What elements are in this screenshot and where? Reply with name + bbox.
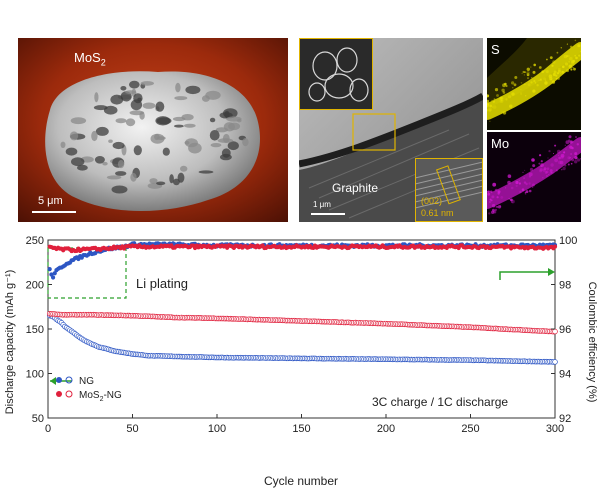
y-right-tick-label: 98 — [559, 280, 571, 292]
legend-mos2-label: MoS2-NG — [79, 390, 122, 403]
condition-label: 3C charge / 1C discharge — [372, 395, 508, 409]
sem-image-panel: MoS2 5 μm — [18, 38, 288, 222]
eds-mo-label: Mo — [491, 136, 510, 151]
data-point — [552, 328, 558, 335]
y-left-axis-title: Discharge capacity (mAh g⁻¹) — [4, 270, 16, 415]
lattice-fringes — [414, 161, 483, 209]
series-mos2-ng-right — [47, 243, 558, 254]
y-left-tick-label: 50 — [32, 413, 44, 425]
eds-s-label: S — [491, 42, 500, 57]
y-right-tick-label: 94 — [559, 369, 571, 381]
arrow-left-head — [50, 377, 56, 385]
arrow-right-axis — [499, 271, 548, 280]
sem-label: MoS2 — [74, 50, 106, 68]
graphite-label: Graphite — [332, 181, 379, 195]
tem-scale-label: 1 μm — [313, 200, 331, 209]
eds-map-sulfur: S — [487, 38, 581, 130]
tem-micrograph — [299, 38, 483, 222]
eds-map-molybdenum: Mo — [487, 132, 581, 222]
x-tick-label: 300 — [546, 423, 564, 435]
legend-mos2-filled-marker — [56, 391, 62, 397]
legend-mos2-hollow-marker — [65, 390, 73, 398]
y-right-tick-label: 100 — [559, 235, 577, 247]
arrow-right-head — [548, 268, 555, 276]
y-left-tick-label: 150 — [26, 324, 44, 336]
data-point — [552, 244, 558, 249]
chart-legend: NG MoS2-NG — [56, 376, 122, 403]
y-left-tick-label: 100 — [26, 369, 44, 381]
d-spacing-marker — [436, 165, 461, 205]
y-left-tick-label: 250 — [26, 235, 44, 247]
y-right-axis-title: Coulombic efficiency (%) — [586, 282, 598, 403]
legend-ng-filled-marker — [56, 377, 62, 383]
sem-scale-label: 5 μm — [38, 195, 63, 207]
x-tick-label: 250 — [461, 423, 479, 435]
li-plating-label: Li plating — [136, 276, 188, 291]
y-right-tick-label: 96 — [559, 324, 571, 336]
x-axis-title: Cycle number — [264, 474, 338, 488]
x-tick-label: 150 — [292, 423, 310, 435]
cycling-chart: Li plating 3C charge / 1C discharge NG M… — [0, 228, 598, 490]
molybdenum-map-image — [487, 132, 581, 222]
data-point — [52, 271, 57, 276]
data-point — [50, 275, 56, 280]
y-left-tick-label: 200 — [26, 280, 44, 292]
data-point — [47, 267, 52, 272]
inset-spacing-label: 0.61 nm — [421, 208, 454, 218]
inset-frame — [299, 38, 373, 110]
inset-plane-label: (002) — [421, 196, 443, 206]
sulfur-map-image — [487, 38, 581, 130]
tem-image-panel: Graphite 1 μm (002) 0.61 nm — [299, 38, 483, 222]
series-ng-left — [46, 312, 558, 365]
sem-micrograph — [18, 38, 288, 222]
mos2-coating — [299, 92, 483, 168]
legend-ng-hollow-marker — [65, 376, 73, 384]
x-tick-label: 200 — [377, 423, 395, 435]
particle-texture — [60, 80, 249, 194]
x-tick-label: 100 — [208, 423, 226, 435]
inset-lattice-frame — [415, 158, 483, 222]
hollow-shells — [308, 47, 369, 102]
legend-ng-label: NG — [79, 376, 94, 387]
zoom-region-box — [352, 113, 396, 151]
y-right-tick-label: 92 — [559, 413, 571, 425]
series-mos2-ng-left — [46, 311, 558, 335]
x-tick-label: 0 — [45, 423, 51, 435]
data-point — [552, 359, 558, 365]
chart-svg: Li plating 3C charge / 1C discharge NG M… — [4, 235, 598, 488]
x-tick-label: 50 — [126, 423, 138, 435]
